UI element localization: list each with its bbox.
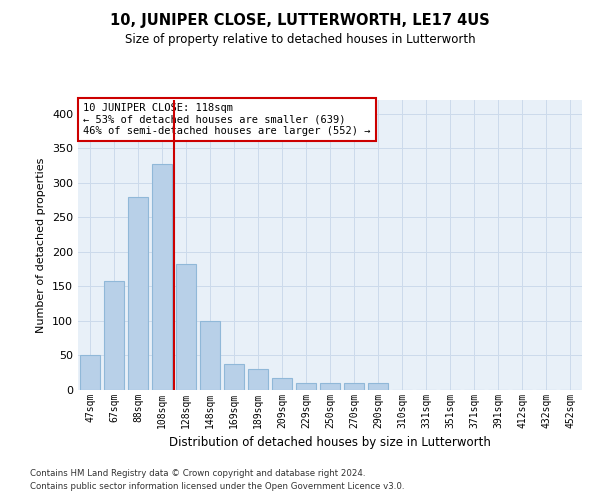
Bar — [176, 264, 196, 390]
Y-axis label: Number of detached properties: Number of detached properties — [37, 158, 46, 332]
Bar — [80, 356, 100, 390]
Bar — [344, 383, 364, 390]
Bar — [128, 196, 148, 390]
Bar — [368, 383, 388, 390]
Bar — [224, 364, 244, 390]
Bar — [152, 164, 172, 390]
Bar — [320, 383, 340, 390]
Text: Contains public sector information licensed under the Open Government Licence v3: Contains public sector information licen… — [30, 482, 404, 491]
Bar — [200, 321, 220, 390]
Text: Contains HM Land Registry data © Crown copyright and database right 2024.: Contains HM Land Registry data © Crown c… — [30, 468, 365, 477]
Text: 10, JUNIPER CLOSE, LUTTERWORTH, LE17 4US: 10, JUNIPER CLOSE, LUTTERWORTH, LE17 4US — [110, 12, 490, 28]
Text: 10 JUNIPER CLOSE: 118sqm
← 53% of detached houses are smaller (639)
46% of semi-: 10 JUNIPER CLOSE: 118sqm ← 53% of detach… — [83, 103, 371, 136]
Bar — [296, 383, 316, 390]
Bar — [104, 281, 124, 390]
Bar — [248, 370, 268, 390]
X-axis label: Distribution of detached houses by size in Lutterworth: Distribution of detached houses by size … — [169, 436, 491, 450]
Bar — [272, 378, 292, 390]
Text: Size of property relative to detached houses in Lutterworth: Size of property relative to detached ho… — [125, 32, 475, 46]
